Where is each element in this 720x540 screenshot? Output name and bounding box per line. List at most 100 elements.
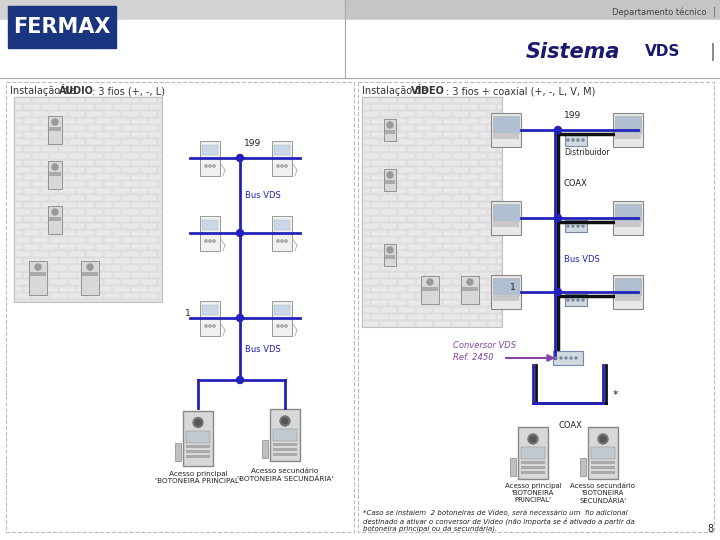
- Bar: [59, 202, 76, 208]
- Bar: [32, 97, 49, 103]
- Bar: [30, 272, 46, 276]
- Bar: [444, 300, 460, 306]
- Bar: [362, 300, 370, 306]
- Bar: [104, 210, 121, 215]
- Bar: [272, 215, 292, 251]
- Bar: [372, 258, 388, 264]
- Bar: [77, 230, 94, 237]
- Bar: [462, 287, 478, 291]
- Bar: [390, 202, 406, 208]
- Bar: [68, 210, 85, 215]
- Bar: [140, 139, 157, 145]
- Bar: [158, 237, 162, 244]
- Bar: [518, 427, 548, 479]
- Bar: [149, 230, 162, 237]
- Bar: [426, 272, 442, 278]
- Text: ÁUDIO: ÁUDIO: [59, 86, 94, 96]
- Bar: [104, 279, 121, 285]
- Bar: [470, 307, 487, 313]
- Bar: [591, 471, 615, 474]
- Bar: [77, 217, 94, 222]
- Bar: [362, 314, 370, 320]
- Bar: [95, 286, 112, 292]
- Bar: [104, 237, 121, 244]
- Bar: [149, 118, 162, 124]
- Circle shape: [554, 126, 562, 133]
- Circle shape: [577, 139, 579, 141]
- Circle shape: [572, 299, 574, 301]
- Bar: [380, 125, 397, 131]
- Bar: [68, 293, 85, 299]
- Bar: [14, 125, 31, 131]
- Bar: [390, 230, 406, 237]
- Bar: [380, 153, 397, 159]
- Bar: [95, 272, 112, 278]
- Bar: [426, 202, 442, 208]
- Bar: [372, 244, 388, 251]
- Bar: [416, 279, 433, 285]
- Bar: [68, 251, 85, 257]
- Bar: [426, 244, 442, 251]
- Bar: [41, 132, 58, 138]
- Bar: [408, 244, 424, 251]
- Text: VDS: VDS: [644, 44, 680, 59]
- Circle shape: [554, 214, 562, 221]
- Bar: [32, 293, 49, 299]
- Bar: [444, 146, 460, 152]
- Bar: [14, 258, 22, 264]
- Bar: [362, 321, 379, 327]
- Bar: [50, 293, 67, 299]
- Bar: [140, 97, 157, 103]
- Circle shape: [387, 172, 393, 178]
- Bar: [175, 443, 181, 461]
- Bar: [480, 244, 496, 251]
- Circle shape: [577, 299, 579, 301]
- Bar: [372, 286, 388, 292]
- Bar: [274, 145, 290, 154]
- Bar: [95, 104, 112, 110]
- Bar: [380, 181, 397, 187]
- Bar: [122, 125, 139, 131]
- Bar: [362, 279, 379, 285]
- Bar: [23, 272, 40, 278]
- Bar: [23, 230, 40, 237]
- Circle shape: [193, 417, 203, 428]
- Bar: [14, 286, 22, 292]
- Circle shape: [467, 279, 473, 285]
- Bar: [32, 153, 49, 159]
- Bar: [23, 174, 40, 180]
- Bar: [426, 174, 442, 180]
- Bar: [493, 204, 519, 221]
- Bar: [426, 188, 442, 194]
- Bar: [452, 97, 469, 103]
- Bar: [470, 224, 487, 230]
- Bar: [480, 118, 496, 124]
- Bar: [149, 160, 162, 166]
- Bar: [434, 195, 451, 201]
- Bar: [68, 125, 85, 131]
- Bar: [68, 224, 85, 230]
- Bar: [122, 181, 139, 187]
- Bar: [41, 104, 58, 110]
- Bar: [380, 97, 397, 103]
- Text: : 3 fios + coaxial (+, -, L, V, M): : 3 fios + coaxial (+, -, L, V, M): [446, 86, 595, 96]
- Bar: [131, 230, 148, 237]
- Bar: [140, 153, 157, 159]
- Bar: [408, 300, 424, 306]
- Bar: [14, 181, 31, 187]
- Bar: [480, 188, 496, 194]
- Bar: [416, 210, 433, 215]
- Bar: [131, 188, 148, 194]
- Bar: [149, 272, 162, 278]
- Bar: [113, 258, 130, 264]
- Bar: [262, 440, 268, 458]
- Bar: [32, 210, 49, 215]
- Bar: [122, 97, 139, 103]
- Bar: [372, 132, 388, 138]
- Bar: [113, 217, 130, 222]
- Bar: [452, 153, 469, 159]
- Bar: [77, 272, 94, 278]
- Bar: [390, 314, 406, 320]
- Bar: [521, 471, 545, 474]
- Bar: [122, 139, 139, 145]
